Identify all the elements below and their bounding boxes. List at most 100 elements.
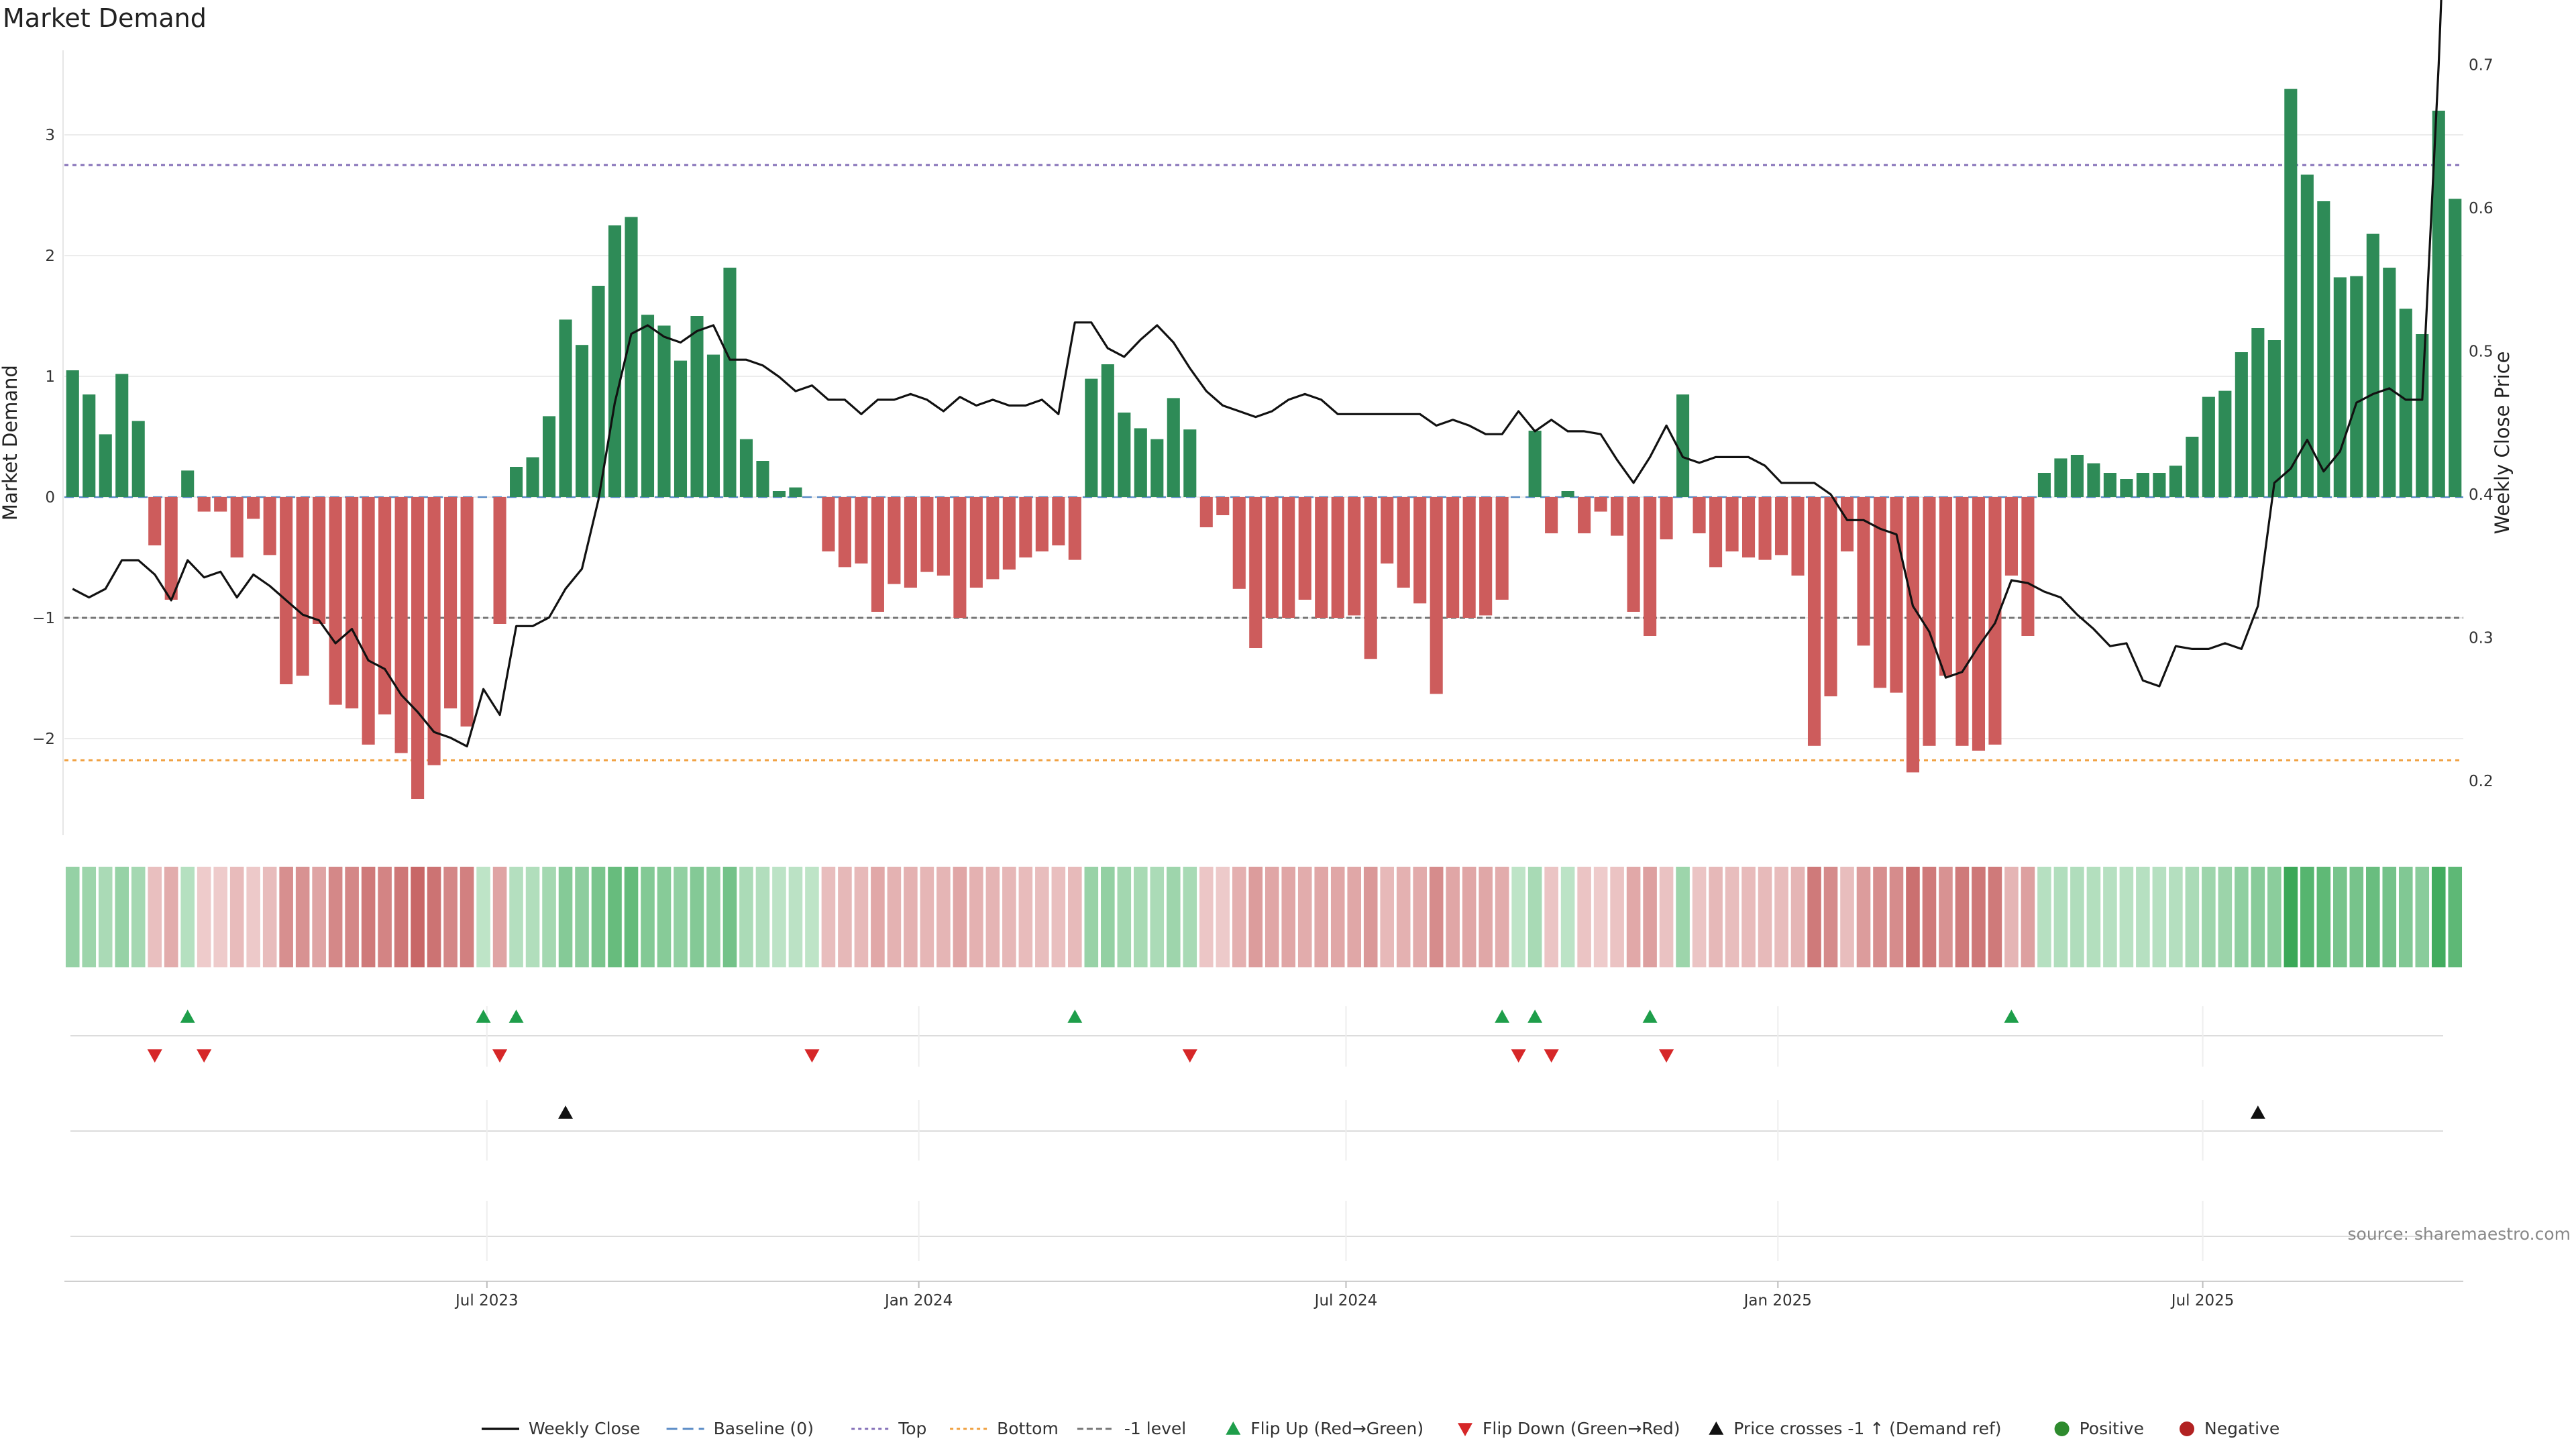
demand-bar — [1725, 497, 1739, 551]
heat-cell — [1873, 867, 1887, 967]
x-tick-label: Jan 2025 — [1743, 1292, 1812, 1309]
heat-cell — [443, 867, 458, 967]
demand-bar — [2218, 390, 2232, 497]
heat-cell — [871, 867, 885, 967]
heat-cell — [427, 867, 441, 967]
demand-bar — [1840, 497, 1854, 551]
heat-cell — [2431, 867, 2446, 967]
heat-cell — [1462, 867, 1477, 967]
demand-bar — [1906, 497, 1920, 773]
heat-cell — [674, 867, 688, 967]
heat-cell — [1577, 867, 1591, 967]
heat-cell — [1692, 867, 1707, 967]
heat-cell — [262, 867, 277, 967]
demand-bar — [723, 268, 737, 497]
demand-bar — [2021, 497, 2035, 636]
heat-cell — [213, 867, 227, 967]
heat-cell — [492, 867, 507, 967]
legend-label: Weekly Close — [529, 1419, 640, 1438]
demand-bar — [197, 497, 211, 512]
demand-bar — [559, 319, 572, 497]
price-crosses-marker — [2250, 1106, 2265, 1119]
heat-cell — [591, 867, 606, 967]
demand-bar — [2153, 473, 2166, 497]
heat-cell — [706, 867, 720, 967]
heat-cell — [1807, 867, 1821, 967]
heat-cell — [1051, 867, 1066, 967]
flip-up-marker — [1642, 1010, 1658, 1023]
heat-cell — [2086, 867, 2101, 967]
demand-bar — [1660, 497, 1673, 539]
demand-bar — [1462, 497, 1476, 618]
flip-up-marker — [1067, 1010, 1083, 1023]
demand-bar — [871, 497, 884, 612]
heat-cell — [460, 867, 474, 967]
legend: Weekly Close Baseline (0) Top Bottom -1 leve… — [482, 1419, 2279, 1438]
heat-cell — [1347, 867, 1361, 967]
demand-bar — [2120, 479, 2133, 497]
heat-cell — [1084, 867, 1099, 967]
demand-bar — [1857, 497, 1870, 646]
heat-cell — [394, 867, 409, 967]
demand-bar — [2284, 89, 2298, 498]
flip-down-marker — [1511, 1049, 1526, 1063]
heat-cell — [65, 867, 80, 967]
heat-cell — [575, 867, 589, 967]
legend-label: Bottom — [997, 1419, 1059, 1438]
heat-cell — [1479, 867, 1493, 967]
demand-bar — [460, 497, 474, 727]
y2-tick-label: 0.2 — [2469, 773, 2493, 790]
heat-cell — [1134, 867, 1148, 967]
legend-item: Negative — [2180, 1419, 2279, 1438]
flip-down-marker — [197, 1049, 212, 1063]
heat-cell — [2316, 867, 2331, 967]
heat-cell — [854, 867, 869, 967]
y2-tick-label: 0.4 — [2469, 486, 2493, 504]
legend-item: Weekly Close — [482, 1419, 640, 1438]
heat-cell — [772, 867, 786, 967]
heat-cell — [1676, 867, 1690, 967]
heat-cell — [1906, 867, 1920, 967]
legend-swatch-triangle — [1226, 1421, 1241, 1435]
legend-label: Positive — [2080, 1419, 2144, 1438]
heat-cell — [525, 867, 540, 967]
demand-bar — [855, 497, 868, 564]
demand-bar — [1939, 497, 1953, 676]
heat-cell — [624, 867, 639, 967]
source-note: source: sharemaestro.com — [2348, 1224, 2571, 1244]
heat-cell — [1626, 867, 1641, 967]
legend-item: Bottom — [950, 1419, 1059, 1438]
demand-bar — [1495, 497, 1509, 600]
legend-label: Price crosses -1 ↑ (Demand ref) — [1733, 1419, 2001, 1438]
demand-bar — [1890, 497, 1903, 693]
price-crosses-marker — [558, 1106, 574, 1119]
demand-bar — [920, 497, 934, 572]
demand-bar — [953, 497, 967, 618]
demand-bar — [986, 497, 1000, 580]
demand-bar — [706, 354, 720, 497]
heat-cell — [1281, 867, 1296, 967]
demand-bar — [739, 439, 753, 497]
demand-heat-strip — [65, 867, 2463, 967]
demand-bar — [99, 434, 112, 497]
heat-cell — [1741, 867, 1756, 967]
y-tick-label: 3 — [45, 127, 55, 144]
heat-cell — [246, 867, 260, 967]
heat-cell — [1725, 867, 1739, 967]
heat-cell — [1560, 867, 1575, 967]
demand-bar — [1397, 497, 1410, 588]
heat-cell — [1314, 867, 1329, 967]
demand-bar — [2333, 277, 2347, 497]
demand-bar — [1545, 497, 1558, 533]
demand-bar — [444, 497, 458, 708]
heat-cell — [312, 867, 326, 967]
heat-cell — [2382, 867, 2397, 967]
flip-up-marker — [476, 1010, 491, 1023]
heat-cell — [1939, 867, 1953, 967]
heat-cell — [542, 867, 556, 967]
demand-bar — [1282, 497, 1295, 618]
demand-bar — [1199, 497, 1213, 527]
demand-bar — [1134, 428, 1147, 497]
legend-label: Flip Down (Green→Red) — [1483, 1419, 1680, 1438]
